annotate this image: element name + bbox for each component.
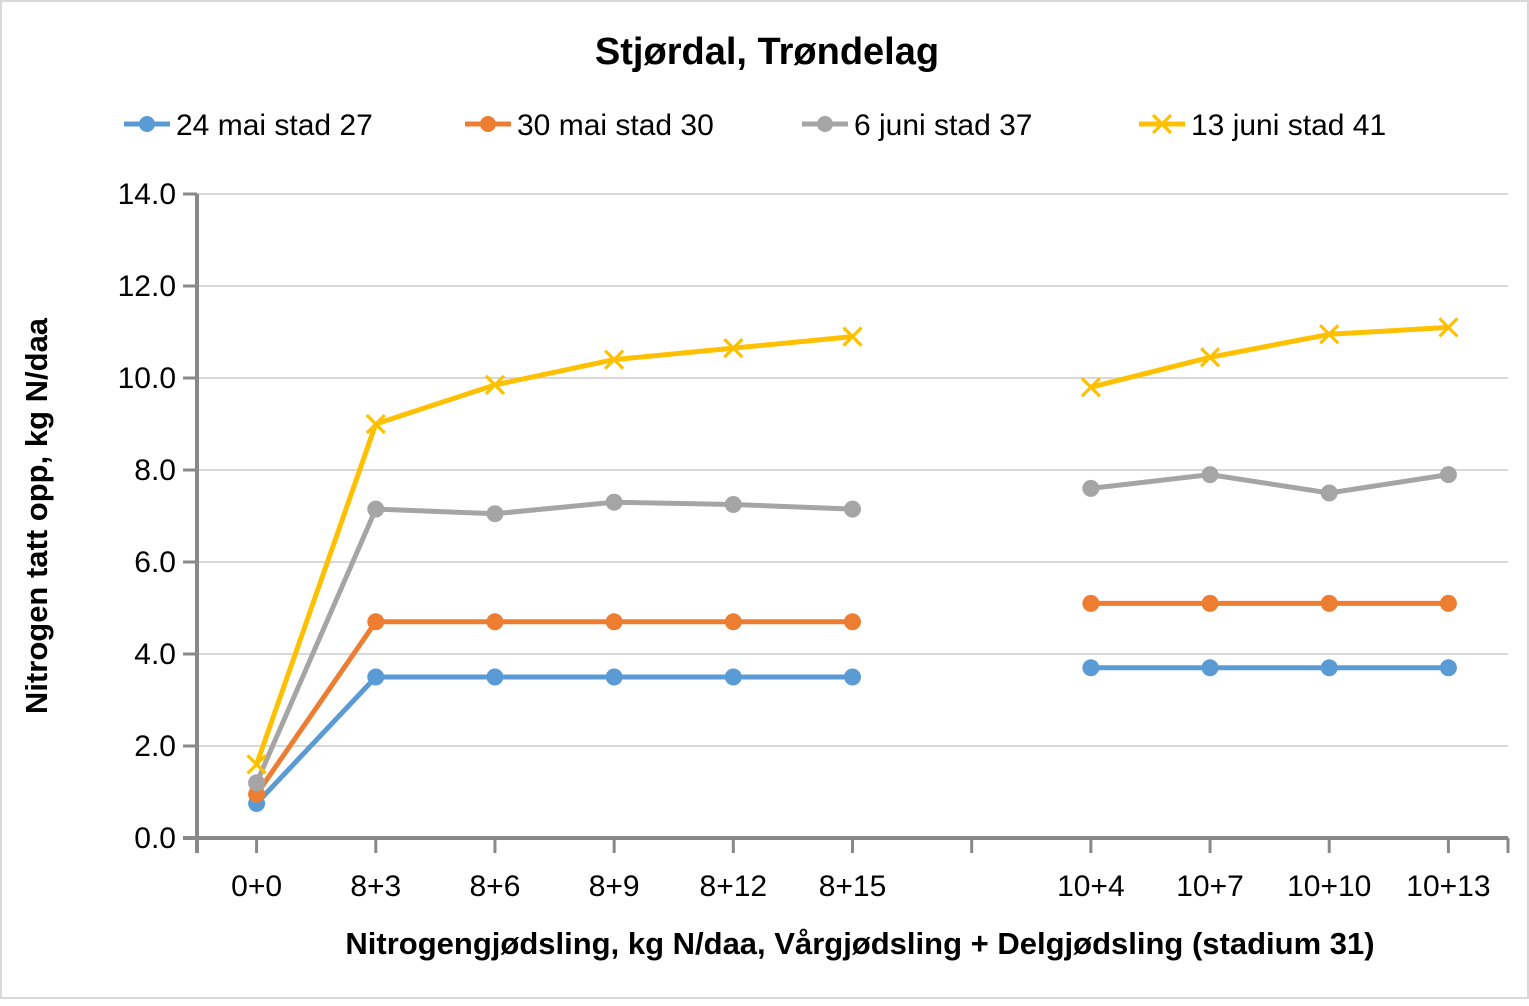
x-tick-label: 8+12 (700, 870, 768, 903)
y-tick-label: 10.0 (118, 362, 176, 395)
legend-circle-marker-icon (139, 116, 155, 132)
y-tick-label: 8.0 (134, 454, 176, 487)
data-point-marker (1201, 594, 1219, 612)
x-tick-label: 8+6 (470, 870, 521, 903)
data-point-marker (723, 337, 744, 359)
series-plot-area (246, 317, 1459, 812)
x-tick-label: 10+10 (1287, 870, 1371, 903)
data-point-marker (605, 668, 623, 686)
data-point-marker (724, 613, 742, 631)
data-point-marker (486, 505, 504, 523)
data-point-marker (365, 413, 386, 435)
x-tick-label: 8+15 (819, 870, 887, 903)
data-point-marker (605, 613, 623, 631)
x-tick-label: 8+9 (589, 870, 640, 903)
data-point-marker (1320, 594, 1338, 612)
x-tick-label: 8+3 (350, 870, 401, 903)
x-tick-label: 10+13 (1406, 870, 1490, 903)
y-tick-label: 0.0 (134, 822, 176, 855)
legend-item: 13 juni stad 41 (1139, 109, 1386, 142)
data-point-marker (248, 774, 266, 792)
data-point-marker (246, 754, 267, 775)
data-point-marker (842, 326, 863, 347)
legend-circle-marker-icon (480, 116, 496, 132)
data-point-marker (844, 668, 861, 686)
y-tick-label: 12.0 (118, 270, 176, 303)
data-point-marker (1320, 659, 1338, 677)
legend-circle-marker-icon (817, 116, 833, 132)
data-point-marker (1201, 659, 1219, 677)
legend-label: 30 mai stad 30 (517, 109, 714, 142)
series-line (254, 619, 855, 797)
axes (183, 192, 1510, 853)
data-point-marker (724, 668, 742, 686)
data-point-marker (486, 668, 504, 686)
x-tick-label: 10+7 (1176, 870, 1244, 903)
legend-label: 6 juni stad 37 (854, 109, 1032, 142)
x-axis-title: Nitrogengjødsling, kg N/daa, Vårgjødslin… (345, 926, 1374, 961)
data-point-marker (724, 496, 742, 513)
legend-item: 6 juni stad 37 (802, 109, 1032, 142)
x-tick-label: 10+4 (1057, 870, 1125, 903)
y-tick-label: 14.0 (118, 178, 176, 211)
data-point-marker (1320, 484, 1338, 502)
legend-item: 30 mai stad 30 (465, 109, 714, 142)
data-point-marker (1439, 594, 1457, 612)
tick-labels: 0.0 2.0 4.0 6.0 8.0 10.0 12.0 14.0 0+0 8+3 8+6 8+9 8… (118, 178, 1491, 903)
legend-item: 24 mai stad 27 (124, 109, 373, 142)
y-axis-title: Nitrogen tatt opp, kg N/daa (19, 317, 54, 714)
data-point-marker (1080, 377, 1101, 398)
y-tick-label: 2.0 (134, 730, 176, 763)
data-point-marker (1082, 479, 1100, 497)
data-point-marker (367, 500, 385, 518)
series-line (254, 674, 855, 806)
chart-title: Stjørdal, Trøndelag (595, 31, 939, 73)
data-point-marker (1201, 466, 1219, 484)
series-line (254, 334, 855, 767)
data-point-marker (1439, 466, 1457, 484)
data-point-marker (1319, 324, 1340, 345)
data-point-marker (484, 374, 506, 396)
data-point-marker (367, 613, 385, 631)
y-tick-label: 6.0 (134, 546, 176, 579)
series-line (1088, 324, 1451, 390)
data-point-marker (844, 500, 861, 518)
legend: 24 mai stad 27 30 mai stad 30 6 juni sta… (124, 109, 1386, 142)
data-point-marker (1439, 659, 1457, 677)
data-point-marker (605, 493, 623, 511)
legend-label: 13 juni stad 41 (1191, 109, 1386, 142)
series-line (1088, 472, 1451, 496)
data-point-marker (1082, 594, 1100, 612)
data-point-marker (604, 349, 625, 370)
data-point-marker (1199, 347, 1221, 368)
gridlines (197, 193, 1508, 747)
series-line (254, 499, 855, 786)
data-point-marker (1082, 659, 1100, 677)
data-point-marker (844, 613, 861, 631)
data-point-marker (1438, 317, 1459, 338)
data-point-marker (367, 668, 385, 686)
data-point-marker (486, 613, 504, 631)
x-tick-label: 0+0 (231, 870, 282, 903)
y-tick-label: 4.0 (134, 638, 176, 671)
legend-label: 24 mai stad 27 (176, 109, 373, 142)
legend-x-marker-icon (1151, 113, 1173, 135)
